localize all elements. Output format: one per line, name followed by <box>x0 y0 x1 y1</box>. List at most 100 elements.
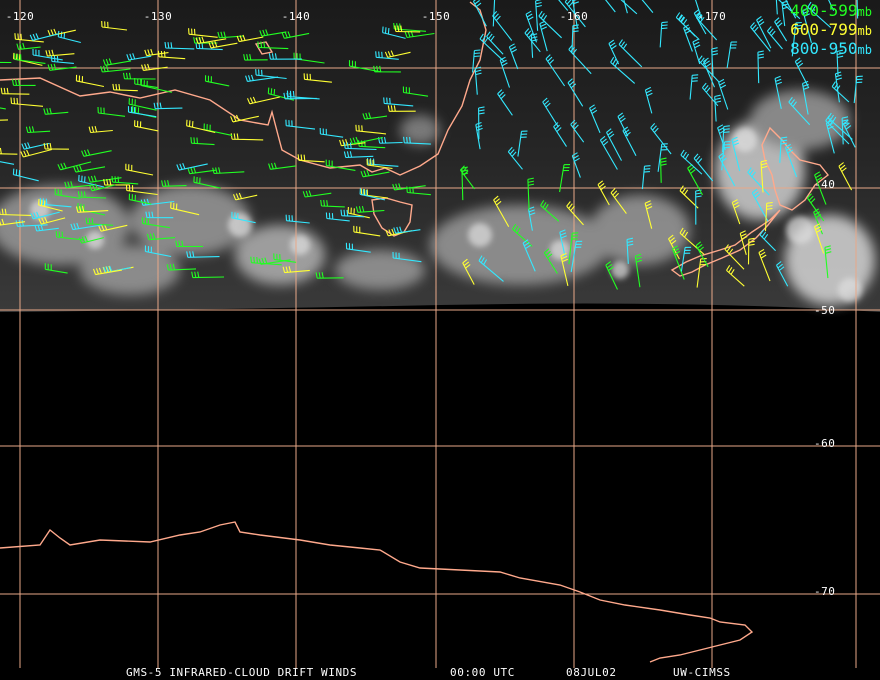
wind-barb <box>128 98 157 111</box>
wind-barb <box>522 239 536 272</box>
wind-barb <box>599 135 618 170</box>
wind-barb <box>77 191 107 199</box>
wind-barb <box>711 47 719 76</box>
wind-barb <box>103 178 130 186</box>
wind-barb <box>258 257 291 265</box>
wind-barb <box>841 116 849 145</box>
wind-barb <box>486 31 504 55</box>
lat-label: -70 <box>814 585 836 598</box>
wind-barb <box>14 53 46 64</box>
wind-barb <box>355 205 385 213</box>
wind-barb <box>153 102 183 110</box>
caption-source: UW-CIMSS <box>673 666 731 679</box>
wind-barb <box>751 188 769 222</box>
wind-barbs <box>0 0 863 290</box>
wind-barb <box>285 214 310 224</box>
wind-barb <box>479 33 505 62</box>
wind-barb <box>20 148 53 158</box>
wind-barb <box>714 94 722 122</box>
wind-barb <box>758 248 771 282</box>
wind-barb <box>349 136 384 145</box>
wind-barb <box>343 151 374 158</box>
wind-barb <box>383 97 414 107</box>
wind-barb <box>282 266 310 274</box>
wind-barb <box>325 159 356 171</box>
wind-barb <box>724 244 745 270</box>
wind-barb <box>281 31 310 39</box>
wind-barb <box>176 162 208 171</box>
wind-barb <box>362 112 388 120</box>
wind-barb <box>146 233 176 241</box>
wind-barb <box>29 33 59 41</box>
wind-barb <box>701 82 719 107</box>
wind-barb <box>721 140 731 171</box>
wind-barb <box>693 153 714 182</box>
wind-barb <box>14 33 44 43</box>
wind-barb <box>273 253 297 263</box>
lon-label: -150 <box>421 10 451 23</box>
wind-barb <box>757 50 765 84</box>
wind-barb <box>779 136 788 163</box>
wind-barb <box>315 272 344 279</box>
wind-barb <box>11 79 36 86</box>
wind-barb <box>570 119 585 143</box>
wind-barb <box>722 125 730 153</box>
wind-barb <box>680 149 703 175</box>
wind-barb <box>827 112 853 140</box>
wind-barb <box>47 63 77 71</box>
wind-barb <box>188 28 218 38</box>
wind-barb <box>186 119 216 134</box>
legend-range: 400-599 <box>790 1 858 20</box>
wind-barb <box>44 263 68 274</box>
wind-barb <box>366 158 393 170</box>
lon-label: -140 <box>281 10 311 23</box>
wind-barb <box>126 53 152 61</box>
wind-barb <box>404 30 435 39</box>
wind-barb <box>689 74 699 100</box>
wind-barb <box>345 242 371 253</box>
wind-barb <box>250 256 282 266</box>
wind-barb <box>267 87 295 101</box>
wind-barb <box>32 48 63 61</box>
wind-barb <box>208 41 238 49</box>
legend-item: 800-950mb <box>790 40 872 59</box>
lon-label: -170 <box>697 10 727 23</box>
wind-barb <box>319 127 344 138</box>
wind-barb <box>641 0 654 13</box>
wind-barb <box>692 38 701 65</box>
wind-barb <box>530 33 538 58</box>
wind-barb <box>64 181 93 189</box>
wind-barb <box>474 66 482 95</box>
wind-barb <box>10 97 44 107</box>
wind-barb <box>784 143 798 178</box>
wind-barb <box>141 217 170 229</box>
wind-barb <box>38 198 63 212</box>
wind-barb <box>589 104 601 134</box>
nz-north-island <box>761 126 829 211</box>
wind-barb <box>540 200 560 222</box>
wind-barb <box>340 209 365 218</box>
wind-barb <box>605 0 616 13</box>
wind-barb <box>553 122 567 147</box>
wind-barb <box>566 201 584 226</box>
wind-barb <box>13 52 43 66</box>
wind-barb <box>392 183 426 191</box>
wind-barb <box>403 136 431 145</box>
wind-barb <box>695 241 709 268</box>
wind-barb <box>45 49 75 57</box>
wind-barb <box>731 199 741 225</box>
wind-barb <box>102 58 132 66</box>
wind-barb <box>203 123 233 136</box>
wind-barb <box>16 42 41 50</box>
wind-barb <box>683 24 693 52</box>
wind-barb <box>359 188 386 201</box>
wind-barb <box>608 39 620 65</box>
wind-barb <box>89 183 116 192</box>
wind-barb <box>353 225 381 237</box>
wind-barb <box>756 15 772 49</box>
wind-barb <box>43 142 70 150</box>
wind-barb <box>766 26 783 50</box>
wind-barb <box>193 37 218 44</box>
wind-barb <box>236 34 264 43</box>
